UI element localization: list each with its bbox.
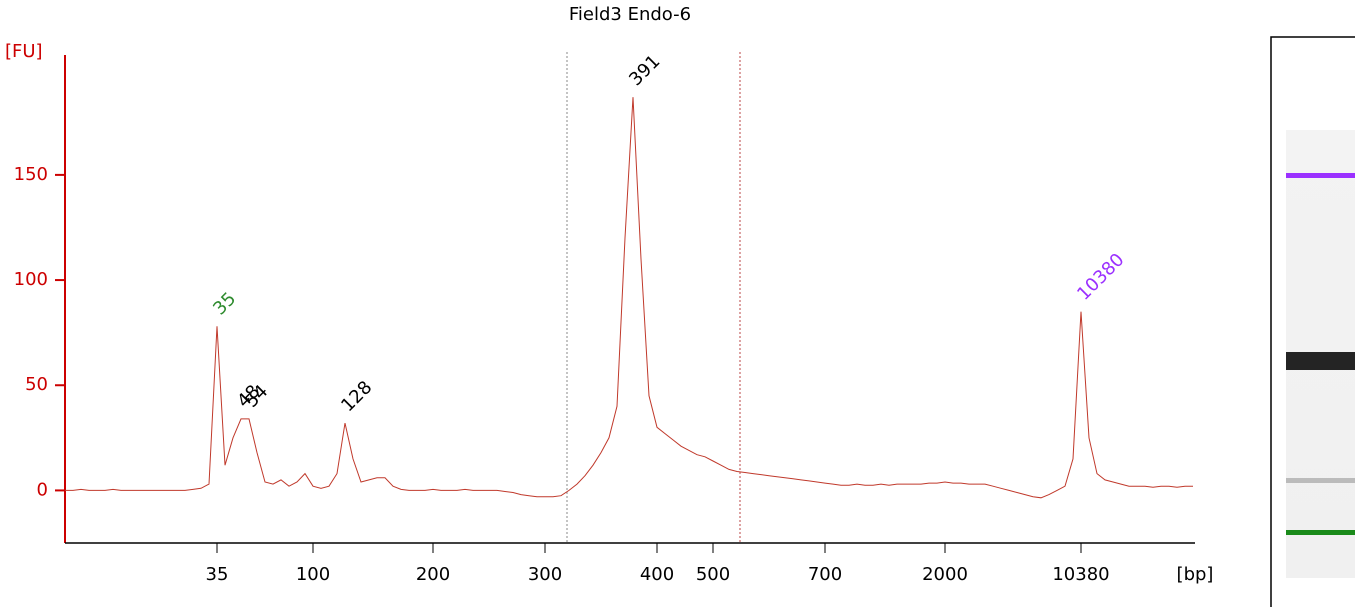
y-tick-label: 50 bbox=[25, 374, 48, 395]
peak-label: 391 bbox=[625, 51, 664, 90]
gel-band bbox=[1286, 530, 1355, 535]
peak-label: 10380 bbox=[1073, 249, 1128, 304]
gel-lane bbox=[1270, 36, 1355, 607]
x-tick-label: 10380 bbox=[1052, 564, 1109, 585]
x-tick-label: 300 bbox=[528, 564, 562, 585]
x-tick-label: 400 bbox=[640, 564, 674, 585]
y-axis-label: [FU] bbox=[5, 41, 43, 62]
y-tick-label: 0 bbox=[37, 479, 48, 500]
x-tick-label: 200 bbox=[416, 564, 450, 585]
y-tick-label: 150 bbox=[14, 164, 48, 185]
x-tick-label: 700 bbox=[808, 564, 842, 585]
x-axis-label: [bp] bbox=[1177, 564, 1214, 585]
x-tick-label: 500 bbox=[696, 564, 730, 585]
gel-band bbox=[1286, 352, 1355, 370]
chart-title: Field3 Endo-6 bbox=[569, 4, 691, 25]
x-tick-label: 100 bbox=[296, 564, 330, 585]
y-tick-label: 100 bbox=[14, 269, 48, 290]
peak-label: 128 bbox=[337, 377, 376, 416]
gel-band bbox=[1286, 478, 1355, 483]
gel-band bbox=[1286, 173, 1355, 178]
x-tick-label: 35 bbox=[206, 564, 229, 585]
x-tick-label: 2000 bbox=[922, 564, 968, 585]
peak-label: 35 bbox=[209, 288, 240, 319]
trace bbox=[65, 97, 1193, 499]
